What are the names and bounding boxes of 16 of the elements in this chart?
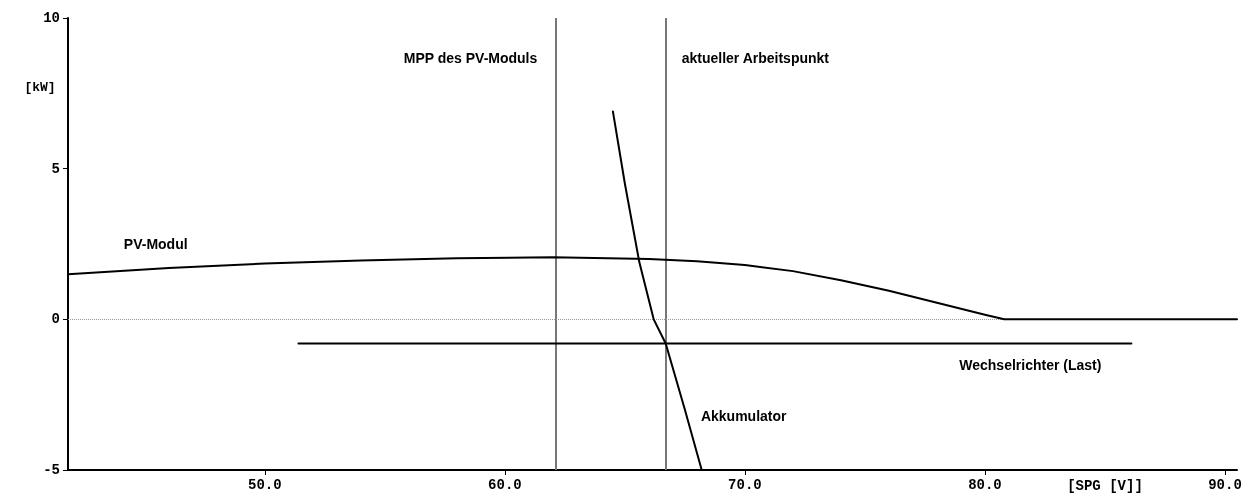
x-tick-label: 60.0	[488, 477, 522, 493]
x-tick-label: 90.0	[1208, 477, 1242, 493]
y-tick-label: 5	[51, 160, 60, 177]
series-label: Akkumulator	[700, 407, 788, 424]
x-tick-label: 70.0	[728, 477, 762, 493]
x-tick-label: 50.0	[248, 477, 282, 493]
x-tick-label: 80.0	[968, 477, 1002, 493]
ref-line-label: MPP des PV-Moduls	[403, 50, 538, 66]
y-tick-label: -5	[43, 462, 60, 478]
y-tick-label: 10	[43, 10, 60, 26]
x-axis-title: [SPG [V]]	[1067, 478, 1143, 494]
series-label: PV-Modul	[123, 236, 188, 253]
y-axis-title: [kW]	[24, 79, 56, 95]
y-tick-label: 0	[51, 311, 60, 328]
series-label: Wechselrichter (Last)	[959, 357, 1102, 374]
ref-line-label: aktueller Arbeitspunkt	[681, 50, 830, 66]
